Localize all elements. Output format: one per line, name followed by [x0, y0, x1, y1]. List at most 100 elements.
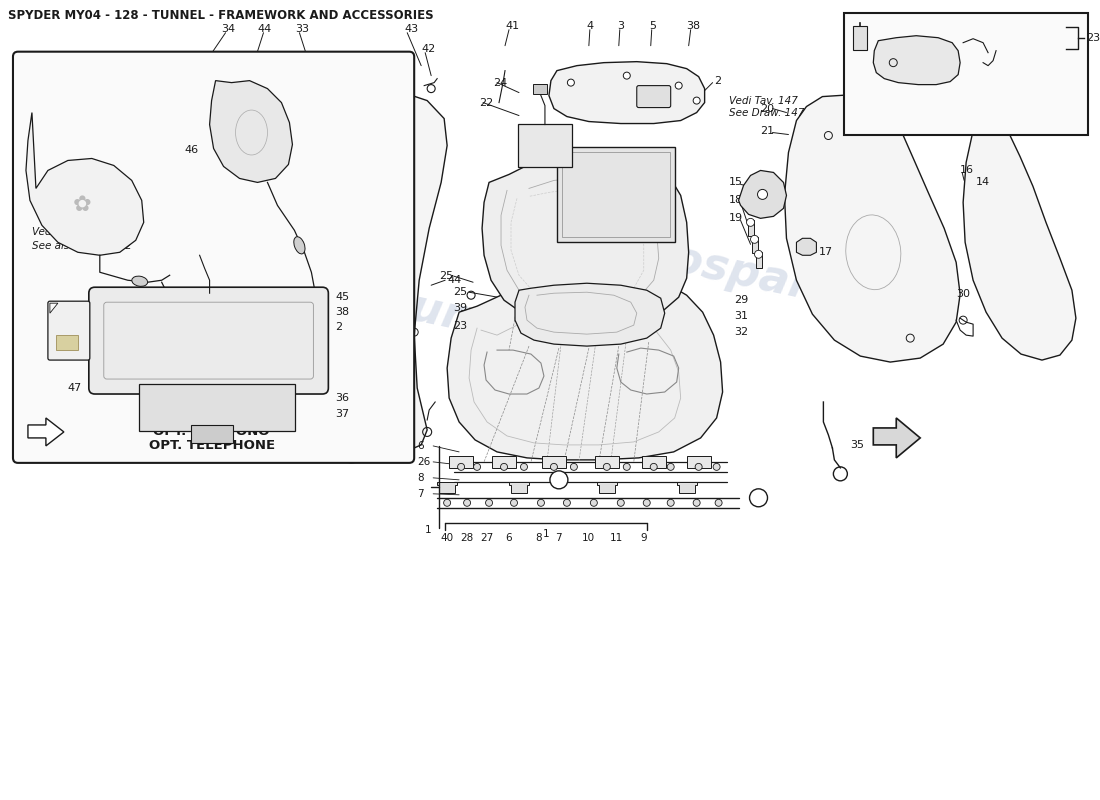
Polygon shape — [210, 81, 293, 182]
Text: 1: 1 — [426, 525, 432, 534]
Circle shape — [474, 463, 481, 470]
FancyBboxPatch shape — [492, 456, 516, 468]
Text: See also Draw. 122: See also Draw. 122 — [32, 242, 132, 251]
Polygon shape — [738, 170, 786, 218]
Text: 40: 40 — [441, 533, 453, 542]
Circle shape — [520, 463, 528, 470]
Text: 28: 28 — [461, 533, 474, 542]
Circle shape — [747, 218, 755, 226]
Polygon shape — [437, 482, 458, 493]
Circle shape — [693, 97, 700, 104]
Polygon shape — [549, 62, 705, 123]
Text: 44: 44 — [257, 24, 272, 34]
Circle shape — [550, 463, 558, 470]
FancyBboxPatch shape — [89, 287, 329, 394]
Polygon shape — [26, 113, 144, 255]
Text: 43: 43 — [120, 260, 134, 270]
Text: 23: 23 — [453, 321, 468, 331]
Circle shape — [755, 250, 762, 258]
Circle shape — [713, 463, 721, 470]
Circle shape — [538, 499, 544, 506]
FancyBboxPatch shape — [56, 335, 78, 350]
Text: 39: 39 — [453, 303, 468, 313]
Text: 47: 47 — [68, 383, 82, 393]
FancyBboxPatch shape — [557, 147, 674, 242]
Text: 14: 14 — [976, 178, 990, 187]
Polygon shape — [597, 482, 617, 493]
Text: 1: 1 — [542, 529, 549, 538]
Circle shape — [550, 471, 568, 489]
Text: eurospares: eurospares — [377, 280, 661, 381]
Ellipse shape — [311, 294, 323, 311]
Circle shape — [500, 463, 507, 470]
Text: 24: 24 — [493, 78, 507, 88]
Text: 4: 4 — [587, 21, 594, 30]
FancyBboxPatch shape — [845, 13, 1088, 134]
Circle shape — [650, 463, 657, 470]
Circle shape — [463, 499, 471, 506]
Polygon shape — [964, 114, 1076, 360]
Text: 32: 32 — [735, 327, 749, 337]
Text: A: A — [756, 494, 761, 502]
Text: ✿: ✿ — [73, 195, 91, 215]
Text: OPT. TELEFONO: OPT. TELEFONO — [153, 426, 270, 438]
Text: 37: 37 — [336, 409, 350, 419]
FancyBboxPatch shape — [449, 456, 473, 468]
FancyBboxPatch shape — [854, 26, 867, 50]
FancyBboxPatch shape — [190, 425, 232, 443]
Text: 38: 38 — [686, 21, 701, 30]
Circle shape — [644, 499, 650, 506]
Text: 46: 46 — [185, 146, 199, 155]
Ellipse shape — [294, 237, 305, 254]
Text: A: A — [556, 475, 562, 484]
Circle shape — [568, 79, 574, 86]
Text: 13: 13 — [1000, 91, 1014, 102]
Circle shape — [563, 499, 571, 506]
Text: 27: 27 — [481, 533, 494, 542]
Text: 35: 35 — [850, 440, 865, 450]
Circle shape — [715, 499, 722, 506]
Circle shape — [458, 463, 464, 470]
Polygon shape — [48, 90, 284, 447]
Circle shape — [603, 463, 611, 470]
Text: 11: 11 — [610, 533, 624, 542]
Text: See Draw. 147: See Draw. 147 — [728, 107, 804, 118]
FancyBboxPatch shape — [751, 238, 758, 254]
Text: 3: 3 — [617, 21, 624, 30]
Text: 20: 20 — [760, 103, 774, 114]
FancyBboxPatch shape — [48, 301, 90, 360]
Polygon shape — [50, 303, 58, 313]
Text: 8: 8 — [417, 473, 424, 483]
Polygon shape — [784, 94, 960, 362]
FancyBboxPatch shape — [641, 456, 666, 468]
Circle shape — [693, 499, 700, 506]
Text: 30: 30 — [956, 290, 970, 299]
Polygon shape — [509, 482, 529, 493]
Text: 18: 18 — [728, 195, 743, 206]
Text: 19: 19 — [728, 214, 743, 223]
Polygon shape — [873, 36, 960, 85]
Text: 12: 12 — [1020, 91, 1034, 102]
Text: 25: 25 — [453, 287, 468, 298]
Text: 29: 29 — [735, 295, 749, 305]
Text: 16: 16 — [960, 166, 975, 175]
Text: eurospares: eurospares — [67, 180, 352, 281]
Circle shape — [675, 82, 682, 89]
FancyBboxPatch shape — [518, 123, 572, 167]
Text: 17: 17 — [818, 247, 833, 258]
Text: 42: 42 — [120, 283, 134, 294]
Polygon shape — [676, 482, 696, 493]
Circle shape — [591, 499, 597, 506]
FancyBboxPatch shape — [542, 456, 565, 468]
Text: 36: 36 — [336, 393, 350, 403]
Text: 7: 7 — [417, 489, 424, 499]
Text: 22: 22 — [480, 98, 493, 107]
Circle shape — [750, 235, 759, 243]
Circle shape — [857, 30, 864, 36]
Text: 5: 5 — [649, 21, 656, 30]
Text: Vedi anche Tav. 122: Vedi anche Tav. 122 — [32, 227, 135, 238]
Text: 23: 23 — [1086, 33, 1100, 42]
Text: 15: 15 — [728, 178, 743, 187]
Text: 43: 43 — [404, 24, 418, 34]
Text: 41: 41 — [505, 21, 519, 30]
